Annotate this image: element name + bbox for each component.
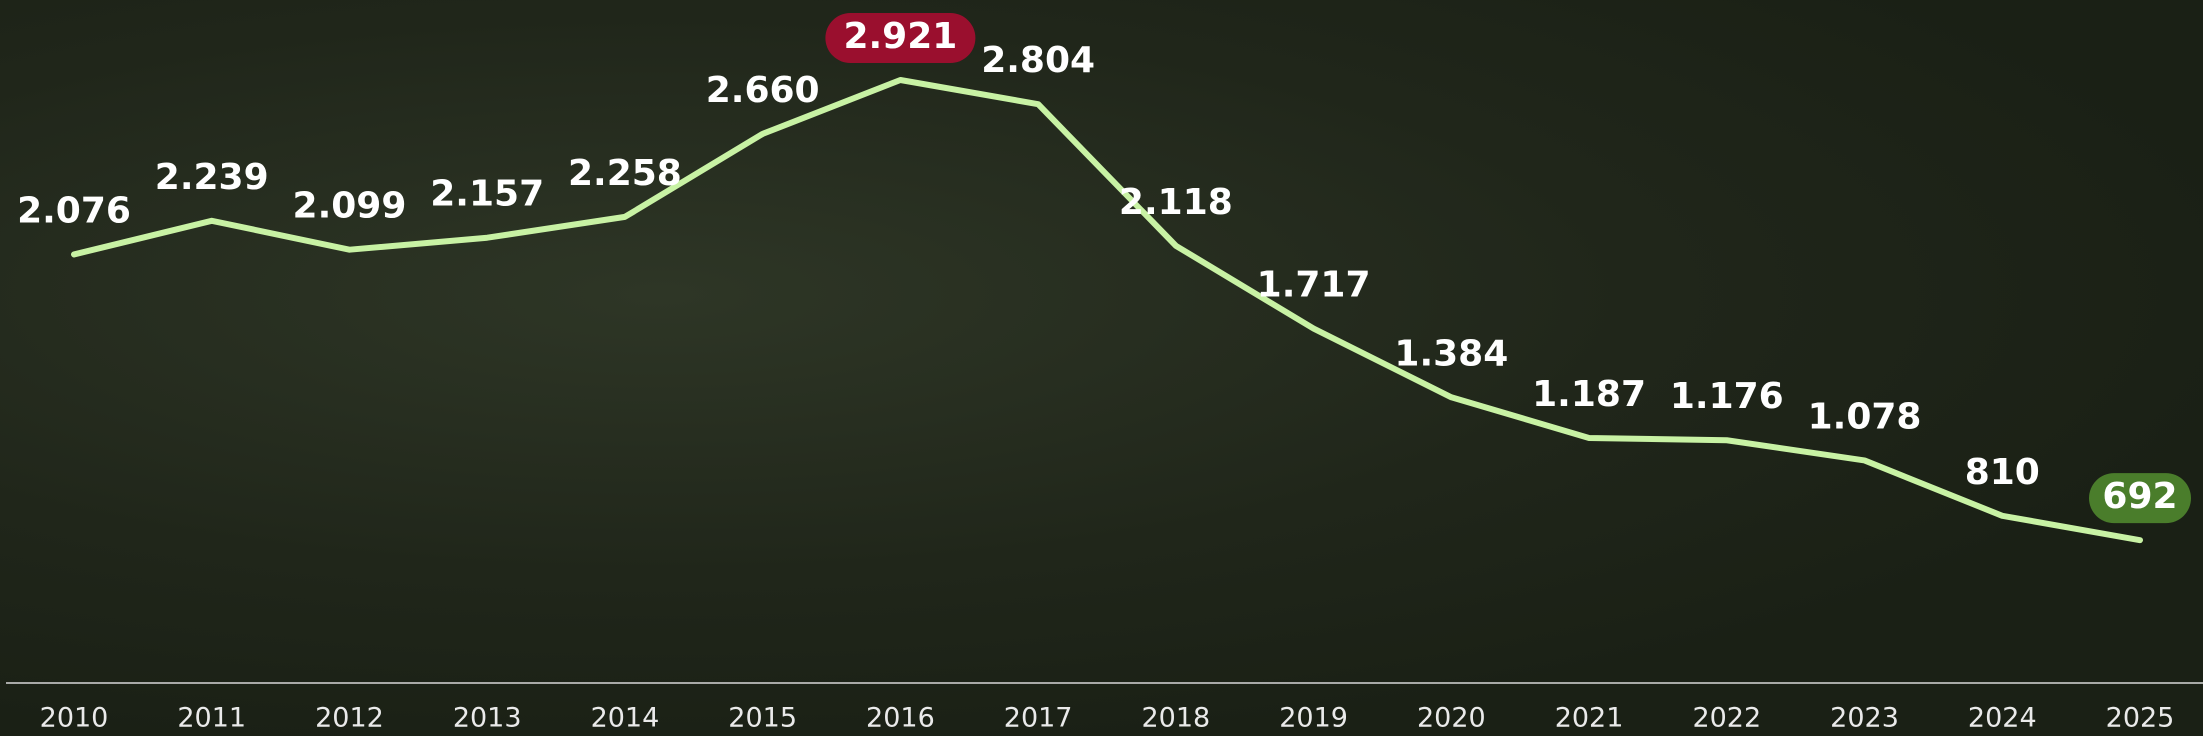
x-tick-label: 2010 xyxy=(40,703,109,734)
x-tick-label: 2017 xyxy=(1004,703,1073,734)
value-label: 1.717 xyxy=(1257,265,1371,306)
value-label: 1.384 xyxy=(1394,333,1508,374)
value-label: 2.921 xyxy=(843,16,957,57)
value-label: 1.176 xyxy=(1670,376,1784,417)
value-label: 2.258 xyxy=(568,153,682,194)
value-label: 1.187 xyxy=(1532,374,1646,415)
value-label: 2.099 xyxy=(293,186,407,227)
x-tick-label: 2015 xyxy=(728,703,797,734)
x-tick-label: 2022 xyxy=(1692,703,1761,734)
value-label: 2.157 xyxy=(430,174,544,215)
chart-background: 2.076 2010 2.239 2011 2.099 2012 2.157 2013 2.25… xyxy=(0,0,2203,736)
x-tick-label: 2023 xyxy=(1830,703,1899,734)
x-tick-label: 2020 xyxy=(1417,703,1486,734)
value-label: 810 xyxy=(1965,452,2040,493)
x-tick-label: 2011 xyxy=(177,703,246,734)
value-label: 2.118 xyxy=(1119,182,1233,223)
x-tick-label: 2025 xyxy=(2106,703,2175,734)
x-tick-label: 2013 xyxy=(453,703,522,734)
value-label: 1.078 xyxy=(1808,396,1922,437)
chart: 2.076 2010 2.239 2011 2.099 2012 2.157 2013 2.25… xyxy=(0,0,2203,736)
value-label: 2.804 xyxy=(981,40,1095,81)
value-label: 692 xyxy=(2102,476,2177,517)
value-label: 2.076 xyxy=(17,190,131,231)
line xyxy=(74,80,2140,540)
value-label: 2.239 xyxy=(155,157,269,198)
x-tick-label: 2016 xyxy=(866,703,935,734)
value-label: 2.660 xyxy=(706,70,820,111)
x-tick-label: 2024 xyxy=(1968,703,2037,734)
x-tick-label: 2012 xyxy=(315,703,384,734)
x-tick-label: 2021 xyxy=(1555,703,1624,734)
x-tick-label: 2019 xyxy=(1279,703,1348,734)
x-tick-label: 2018 xyxy=(1142,703,1211,734)
x-tick-label: 2014 xyxy=(591,703,660,734)
